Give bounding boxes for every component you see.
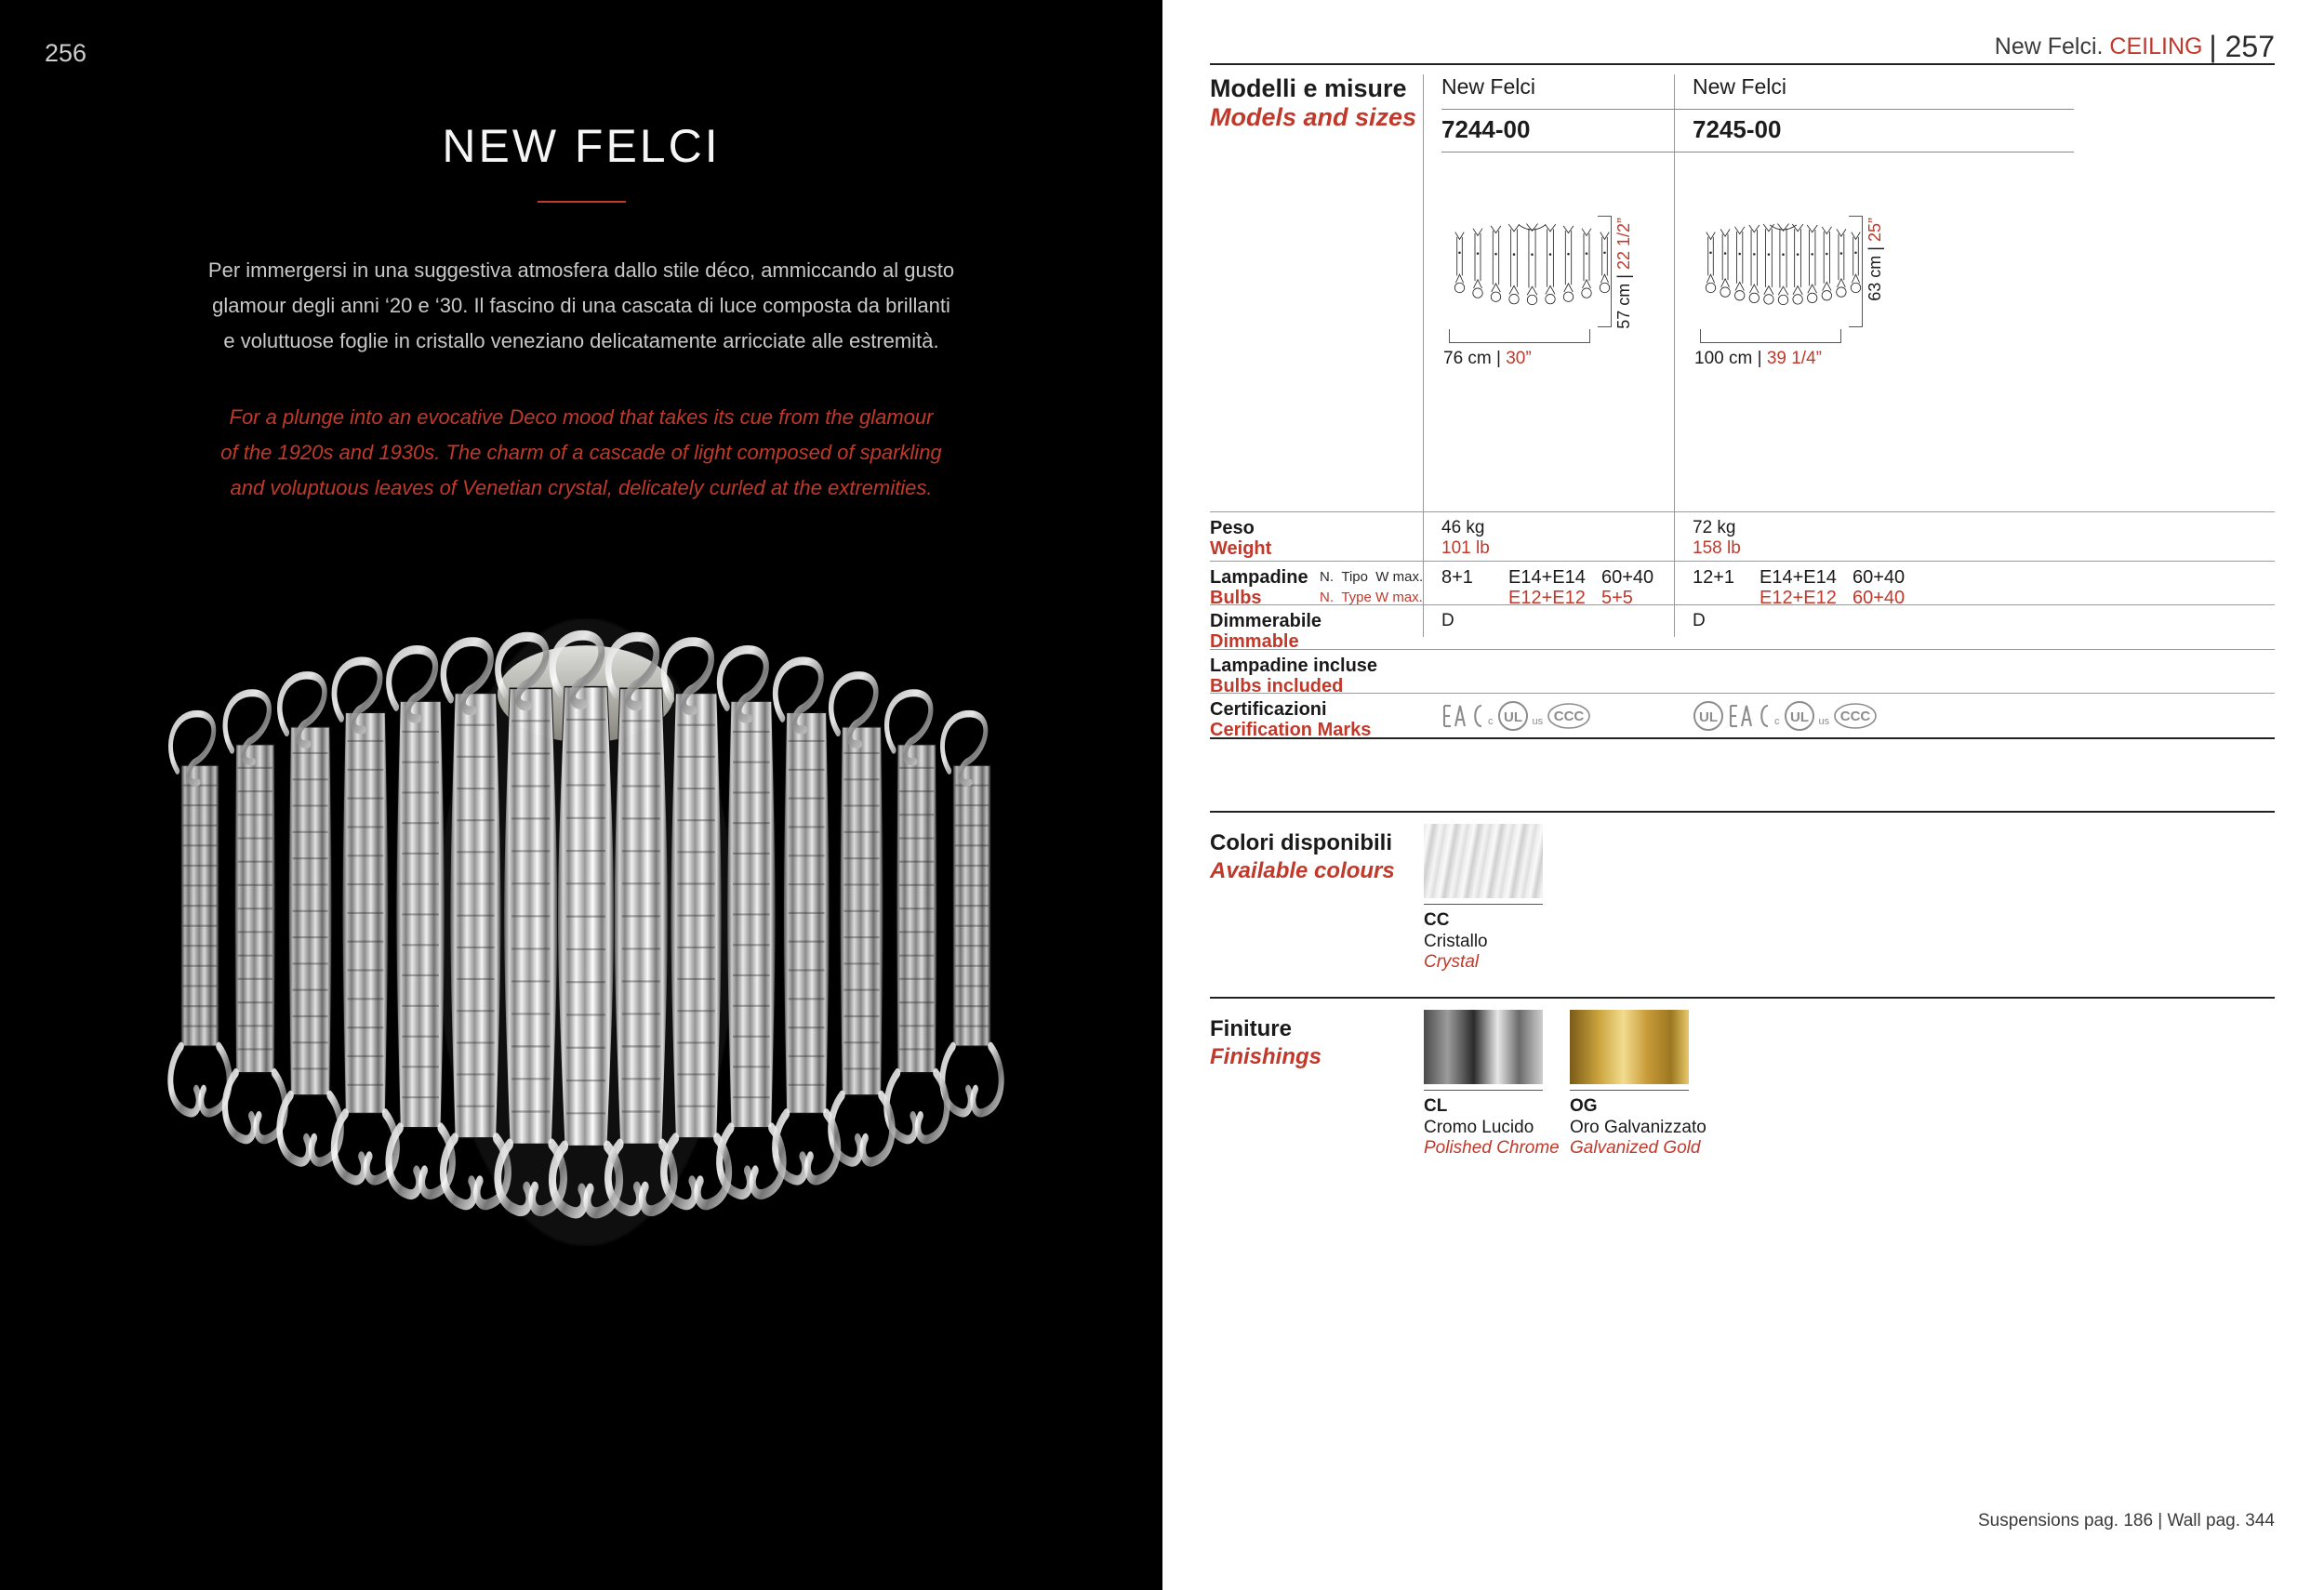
svg-text:CCC: CCC <box>1554 709 1585 724</box>
svg-text:UL: UL <box>1504 709 1522 725</box>
svg-text:UL: UL <box>1699 709 1718 725</box>
svg-text:CCC: CCC <box>1840 709 1871 724</box>
svg-text:UL: UL <box>1790 709 1809 725</box>
